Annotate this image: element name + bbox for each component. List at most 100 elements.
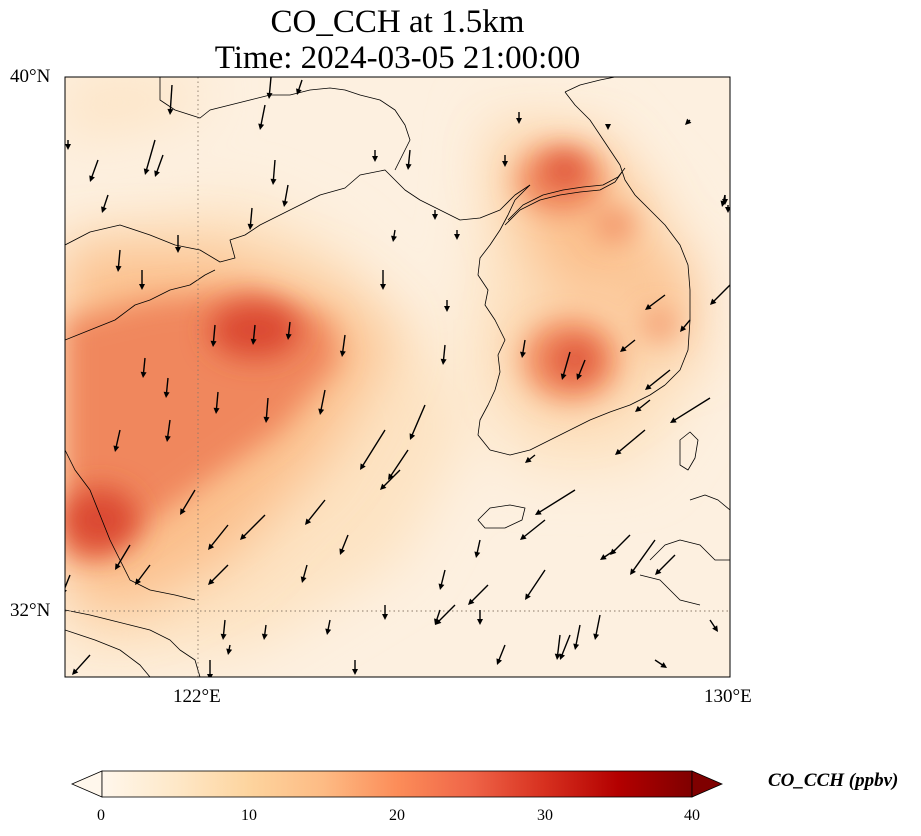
coast-yangtze [65,609,201,677]
colorbar-tick-30: 30 [537,807,553,824]
wind-arrow-head [520,351,526,358]
wind-arrow-shaft [631,539,656,573]
wind-arrow-head [113,445,120,452]
colorbar-extend-max [691,770,724,798]
wind-arrow-head [282,200,289,207]
wind-arrow [709,619,718,632]
wind-arrow [164,419,171,442]
wind-arrow-head [296,88,302,95]
wind-arrow-head [605,124,611,130]
wind-arrow-head [680,325,687,332]
lat-tick-40n: 40°N [10,66,51,87]
wind-arrow-shaft [440,569,446,587]
map-frame [64,76,731,678]
wind-arrow-head [600,554,607,560]
wind-arrow-head [525,456,532,463]
coast-korea-west [477,184,531,451]
wind-arrow [65,140,71,150]
wind-arrow-head [250,338,257,345]
wind-arrow [559,634,571,660]
wind-arrow [520,339,526,358]
wind-arrow [135,564,151,585]
wind-arrow [405,149,412,170]
wind-arrow-head [388,473,394,480]
wind-arrow [180,489,196,515]
colorbar-extend-min [70,770,103,798]
wind-arrow-shaft [617,429,646,454]
wind-arrow-shaft [116,544,131,568]
wind-arrow-head [325,628,332,635]
wind-arrow [654,659,667,668]
wind-arrow-head [474,551,481,558]
wind-arrow-shaft [389,449,409,478]
wind-arrow [600,549,616,560]
wind-arrow [474,539,481,558]
wind-arrow [496,644,506,665]
wind-arrow-head [115,265,122,272]
coast-liaodong [65,169,531,263]
wind-arrow-head [318,408,325,415]
wind-arrow-head [615,448,622,455]
wind-arrow-shaft [657,554,676,573]
wind-arrow-shaft [320,389,326,412]
wind-arrow-head [712,625,718,632]
wind-arrow [635,399,651,412]
wind-arrow-head [140,371,147,378]
wind-arrow [382,605,388,620]
wind-arrow-head [725,207,730,213]
wind-arrow-head [213,407,220,414]
wind-arrow-shaft [306,499,326,523]
wind-arrow [655,554,676,575]
wind-arrow-shaft [215,391,219,411]
wind-arrow [554,634,561,660]
wind-arrow-head [164,435,171,442]
wind-arrow-shaft [361,429,386,468]
wind-arrow-head [154,170,160,177]
wind-arrow-head [670,417,677,423]
wind-arrow-head [635,405,642,412]
colorbar [70,770,724,798]
wind-arrow [101,194,109,213]
wind-arrow [468,584,489,605]
wind-arrow [710,284,730,305]
wind-arrow [72,654,91,675]
wind-arrow-head [710,298,717,305]
wind-arrow-head [409,433,416,440]
wind-arrow [208,524,229,550]
wind-arrow [440,344,447,365]
wind-arrow [89,159,99,182]
wind-arrow [352,660,358,675]
wind-arrow-head [434,618,440,625]
wind-arrow [318,389,326,415]
wind-arrow [270,159,277,185]
wind-arrow [115,249,122,272]
wind-arrow-head [502,161,508,167]
wind-arrow [444,300,450,312]
wind-arrow-shaft [672,397,711,422]
wind-arrow-head [65,589,68,593]
wind-arrow-shaft [73,654,91,673]
wind-arrow-shaft [249,207,253,227]
wind-arrow [535,489,576,515]
wind-arrow [258,104,266,130]
wind-arrow-head [143,168,150,175]
wind-arrow-head [372,156,378,162]
wind-arrow [167,84,174,115]
coast-korea-east [564,91,691,386]
wind-arrow-shaft [242,514,266,538]
wind-arrow [388,449,409,480]
wind-arrow-head [339,350,346,357]
wind-arrow [380,469,401,490]
wind-arrow [226,644,233,655]
wind-arrow [432,210,438,220]
wind-arrow-head [65,144,71,150]
wind-arrow-shaft [537,489,576,514]
wind-arrow [339,534,349,555]
wind-arrow-head [380,483,387,490]
wind-arrow-head [554,653,561,660]
wind-arrow [573,624,581,650]
wind-arrow [139,270,145,290]
wind-arrow [305,499,326,525]
wind-arrow [250,324,257,345]
